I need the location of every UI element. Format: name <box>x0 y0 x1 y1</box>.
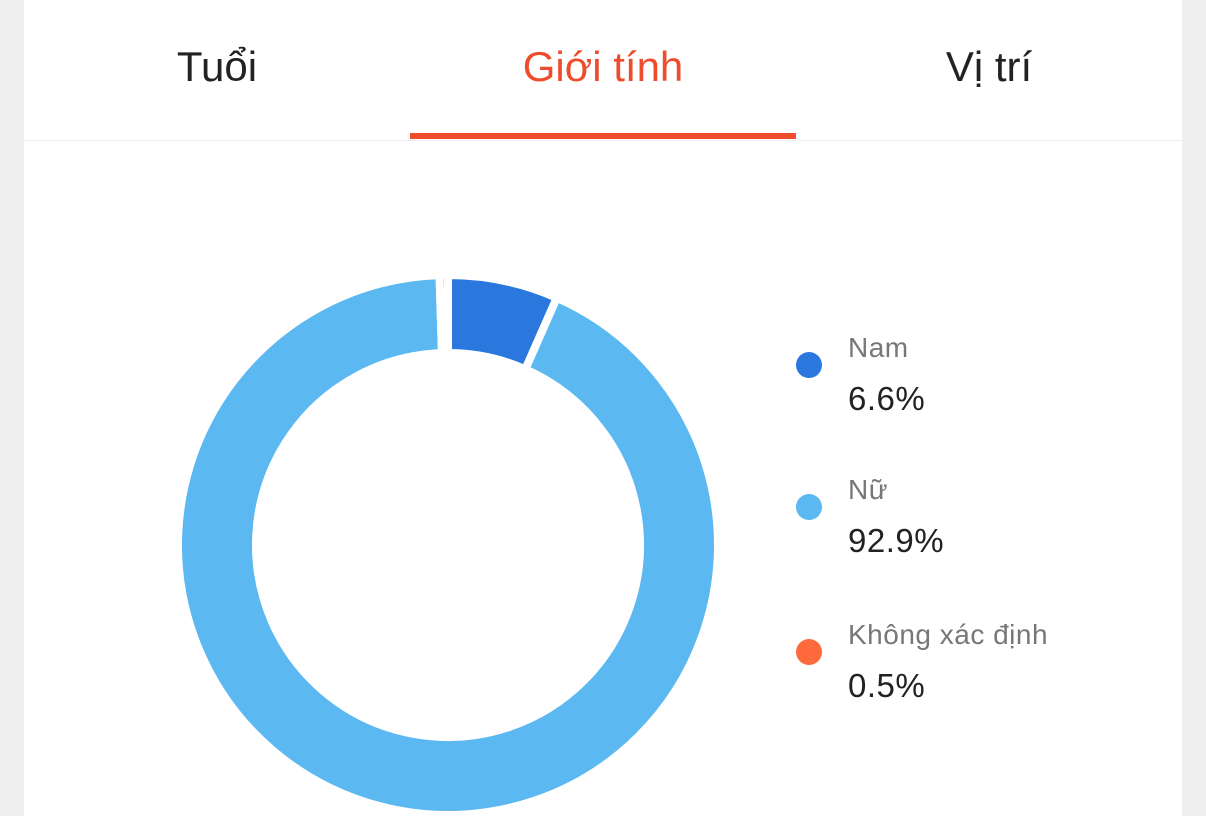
tab-gender[interactable]: Giới tính <box>522 43 684 90</box>
legend-label: Không xác định <box>848 619 1049 650</box>
tab-age[interactable]: Tuổi <box>176 43 258 90</box>
tab-location[interactable]: Vị trí <box>945 43 1033 90</box>
legend-label: Nam <box>848 332 909 363</box>
legend-label: Nữ <box>848 474 888 505</box>
active-tab-indicator <box>410 133 796 139</box>
donut-slice-1 <box>174 270 722 816</box>
legend-item-female: Nữ 92.9% <box>796 474 1096 564</box>
tab-bar: Tuổi Giới tính Vị trí <box>24 0 1182 141</box>
donut-slice-2 <box>435 270 452 358</box>
gender-stats-card: Tuổi Giới tính Vị trí Nam 6.6% Nữ 92.9% … <box>24 0 1182 816</box>
legend-item-unknown: Không xác định 0.5% <box>796 619 1096 709</box>
legend-value: 92.9% <box>848 522 945 559</box>
gender-donut-chart <box>174 270 722 816</box>
legend-dot-unknown <box>796 639 822 665</box>
legend-dot-female <box>796 494 822 520</box>
legend-item-male: Nam 6.6% <box>796 332 1096 422</box>
legend-value: 6.6% <box>848 380 926 417</box>
legend-dot-male <box>796 352 822 378</box>
legend-value: 0.5% <box>848 667 926 704</box>
